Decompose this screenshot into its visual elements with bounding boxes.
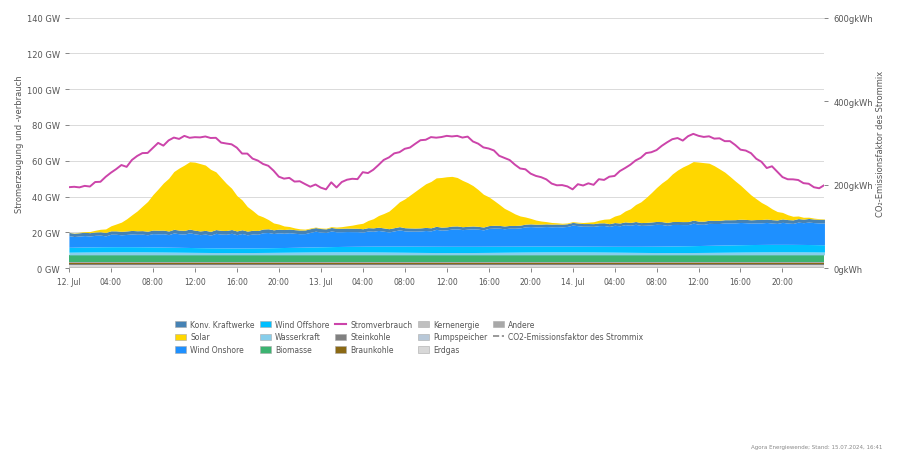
Legend: Konv. Kraftwerke, Solar, Wind Onshore, Wind Offshore, Wasserkraft, Biomasse, Str: Konv. Kraftwerke, Solar, Wind Onshore, W…: [175, 320, 643, 354]
Text: Agora Energiewende; Stand: 15.07.2024, 16:41: Agora Energiewende; Stand: 15.07.2024, 1…: [751, 444, 882, 449]
Y-axis label: CO₂-Emissionsfaktor des Strommix: CO₂-Emissionsfaktor des Strommix: [876, 70, 885, 216]
Y-axis label: Stromerzeugung und -verbrauch: Stromerzeugung und -verbrauch: [15, 75, 24, 212]
